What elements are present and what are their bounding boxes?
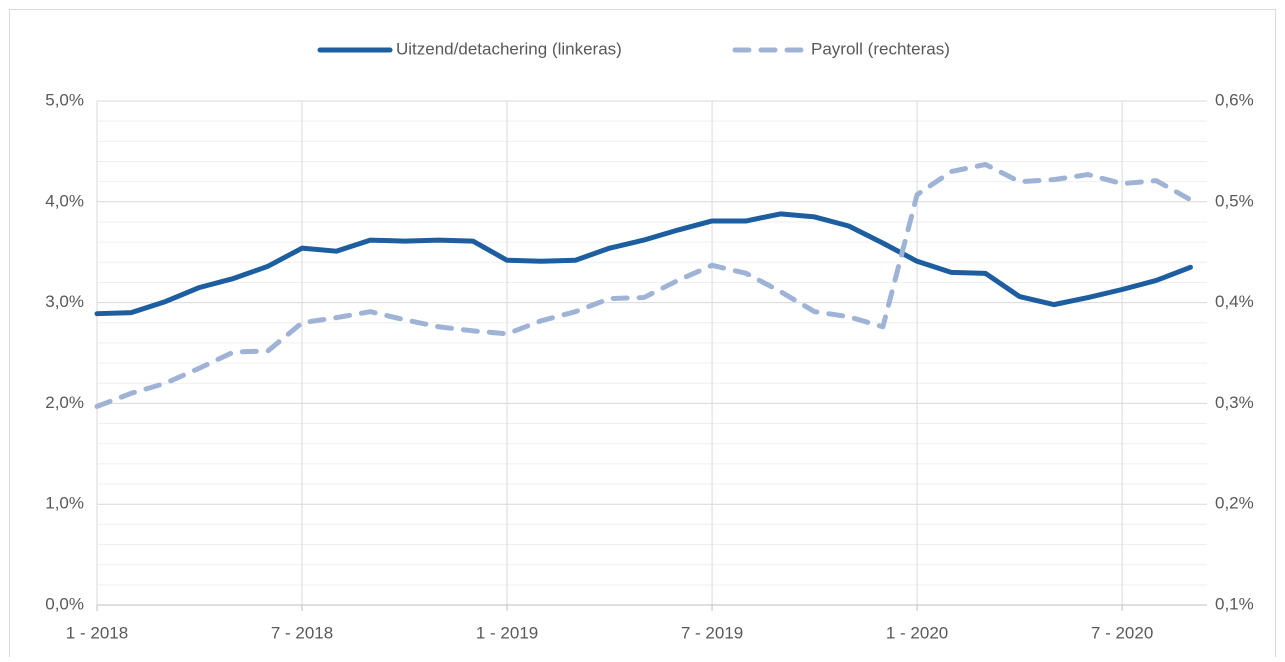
y2-tick-label: 0,4% (1215, 292, 1254, 311)
x-tick-label: 7 - 2019 (681, 623, 743, 642)
legend-label: Uitzend/detachering (linkeras) (396, 39, 622, 58)
y-tick-label: 2,0% (45, 393, 84, 412)
series-line (94, 211, 1193, 317)
legend-label: Payroll (rechteras) (811, 39, 950, 58)
y2-tick-label: 0,5% (1215, 191, 1254, 210)
y-tick-label: 5,0% (45, 90, 84, 109)
x-tick-label: 1 - 2020 (886, 623, 948, 642)
x-tick-label: 7 - 2018 (271, 623, 333, 642)
y2-tick-label: 0,1% (1215, 594, 1254, 613)
y2-tick-label: 0,2% (1215, 494, 1254, 513)
x-tick-label: 7 - 2020 (1091, 623, 1153, 642)
series-line (94, 162, 1193, 409)
y2-tick-label: 0,6% (1215, 90, 1254, 109)
y-tick-label: 4,0% (45, 191, 84, 210)
y-tick-label: 0,0% (45, 594, 84, 613)
x-tick-label: 1 - 2018 (66, 623, 128, 642)
chart-border (9, 9, 1276, 662)
y-tick-label: 3,0% (45, 292, 84, 311)
y-tick-label: 1,0% (45, 494, 84, 513)
x-tick-label: 1 - 2019 (476, 623, 538, 642)
y2-tick-label: 0,3% (1215, 393, 1254, 412)
